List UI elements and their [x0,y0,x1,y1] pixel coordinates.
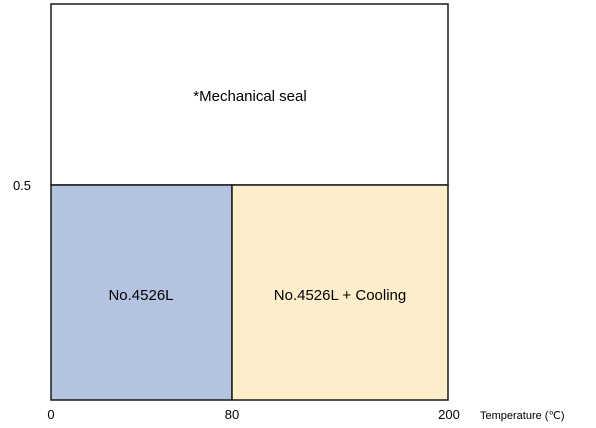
mechanical-seal-label: *Mechanical seal [193,88,306,105]
y-tick-label: 0.5 [13,178,31,193]
x-tick-label: 200 [438,407,460,422]
x-tick-label: 80 [225,407,239,422]
no4526l-cooling-region [231,184,449,401]
no4526l-label: No.4526L [108,287,173,304]
no4526l-cooling-label: No.4526L + Cooling [274,287,406,304]
mechanical-seal-region [50,3,449,186]
x-tick-label: 0 [47,407,54,422]
x-axis-title: Temperature (℃) [480,410,565,422]
no4526l-region [50,184,233,401]
